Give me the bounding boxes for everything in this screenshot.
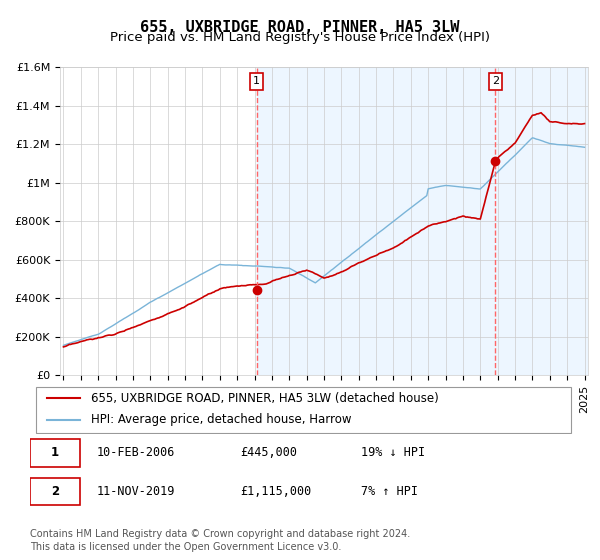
Text: 19% ↓ HPI: 19% ↓ HPI (361, 446, 425, 459)
Bar (257, 67, 588, 375)
Text: 655, UXBRIDGE ROAD, PINNER, HA5 3LW: 655, UXBRIDGE ROAD, PINNER, HA5 3LW (140, 20, 460, 35)
Text: 2: 2 (492, 76, 499, 86)
Text: This data is licensed under the Open Government Licence v3.0.: This data is licensed under the Open Gov… (30, 542, 341, 552)
Text: 7% ↑ HPI: 7% ↑ HPI (361, 485, 418, 498)
FancyBboxPatch shape (30, 439, 80, 466)
FancyBboxPatch shape (35, 388, 571, 433)
Text: Contains HM Land Registry data © Crown copyright and database right 2024.: Contains HM Land Registry data © Crown c… (30, 529, 410, 539)
Text: Price paid vs. HM Land Registry's House Price Index (HPI): Price paid vs. HM Land Registry's House … (110, 31, 490, 44)
Text: HPI: Average price, detached house, Harrow: HPI: Average price, detached house, Harr… (91, 413, 351, 426)
Text: 1: 1 (51, 446, 59, 459)
FancyBboxPatch shape (30, 478, 80, 505)
Text: 655, UXBRIDGE ROAD, PINNER, HA5 3LW (detached house): 655, UXBRIDGE ROAD, PINNER, HA5 3LW (det… (91, 392, 439, 405)
Text: 11-NOV-2019: 11-NOV-2019 (96, 485, 175, 498)
Text: £445,000: £445,000 (240, 446, 297, 459)
Text: 10-FEB-2006: 10-FEB-2006 (96, 446, 175, 459)
Text: 2: 2 (51, 485, 59, 498)
Text: £1,115,000: £1,115,000 (240, 485, 311, 498)
Text: 1: 1 (253, 76, 260, 86)
